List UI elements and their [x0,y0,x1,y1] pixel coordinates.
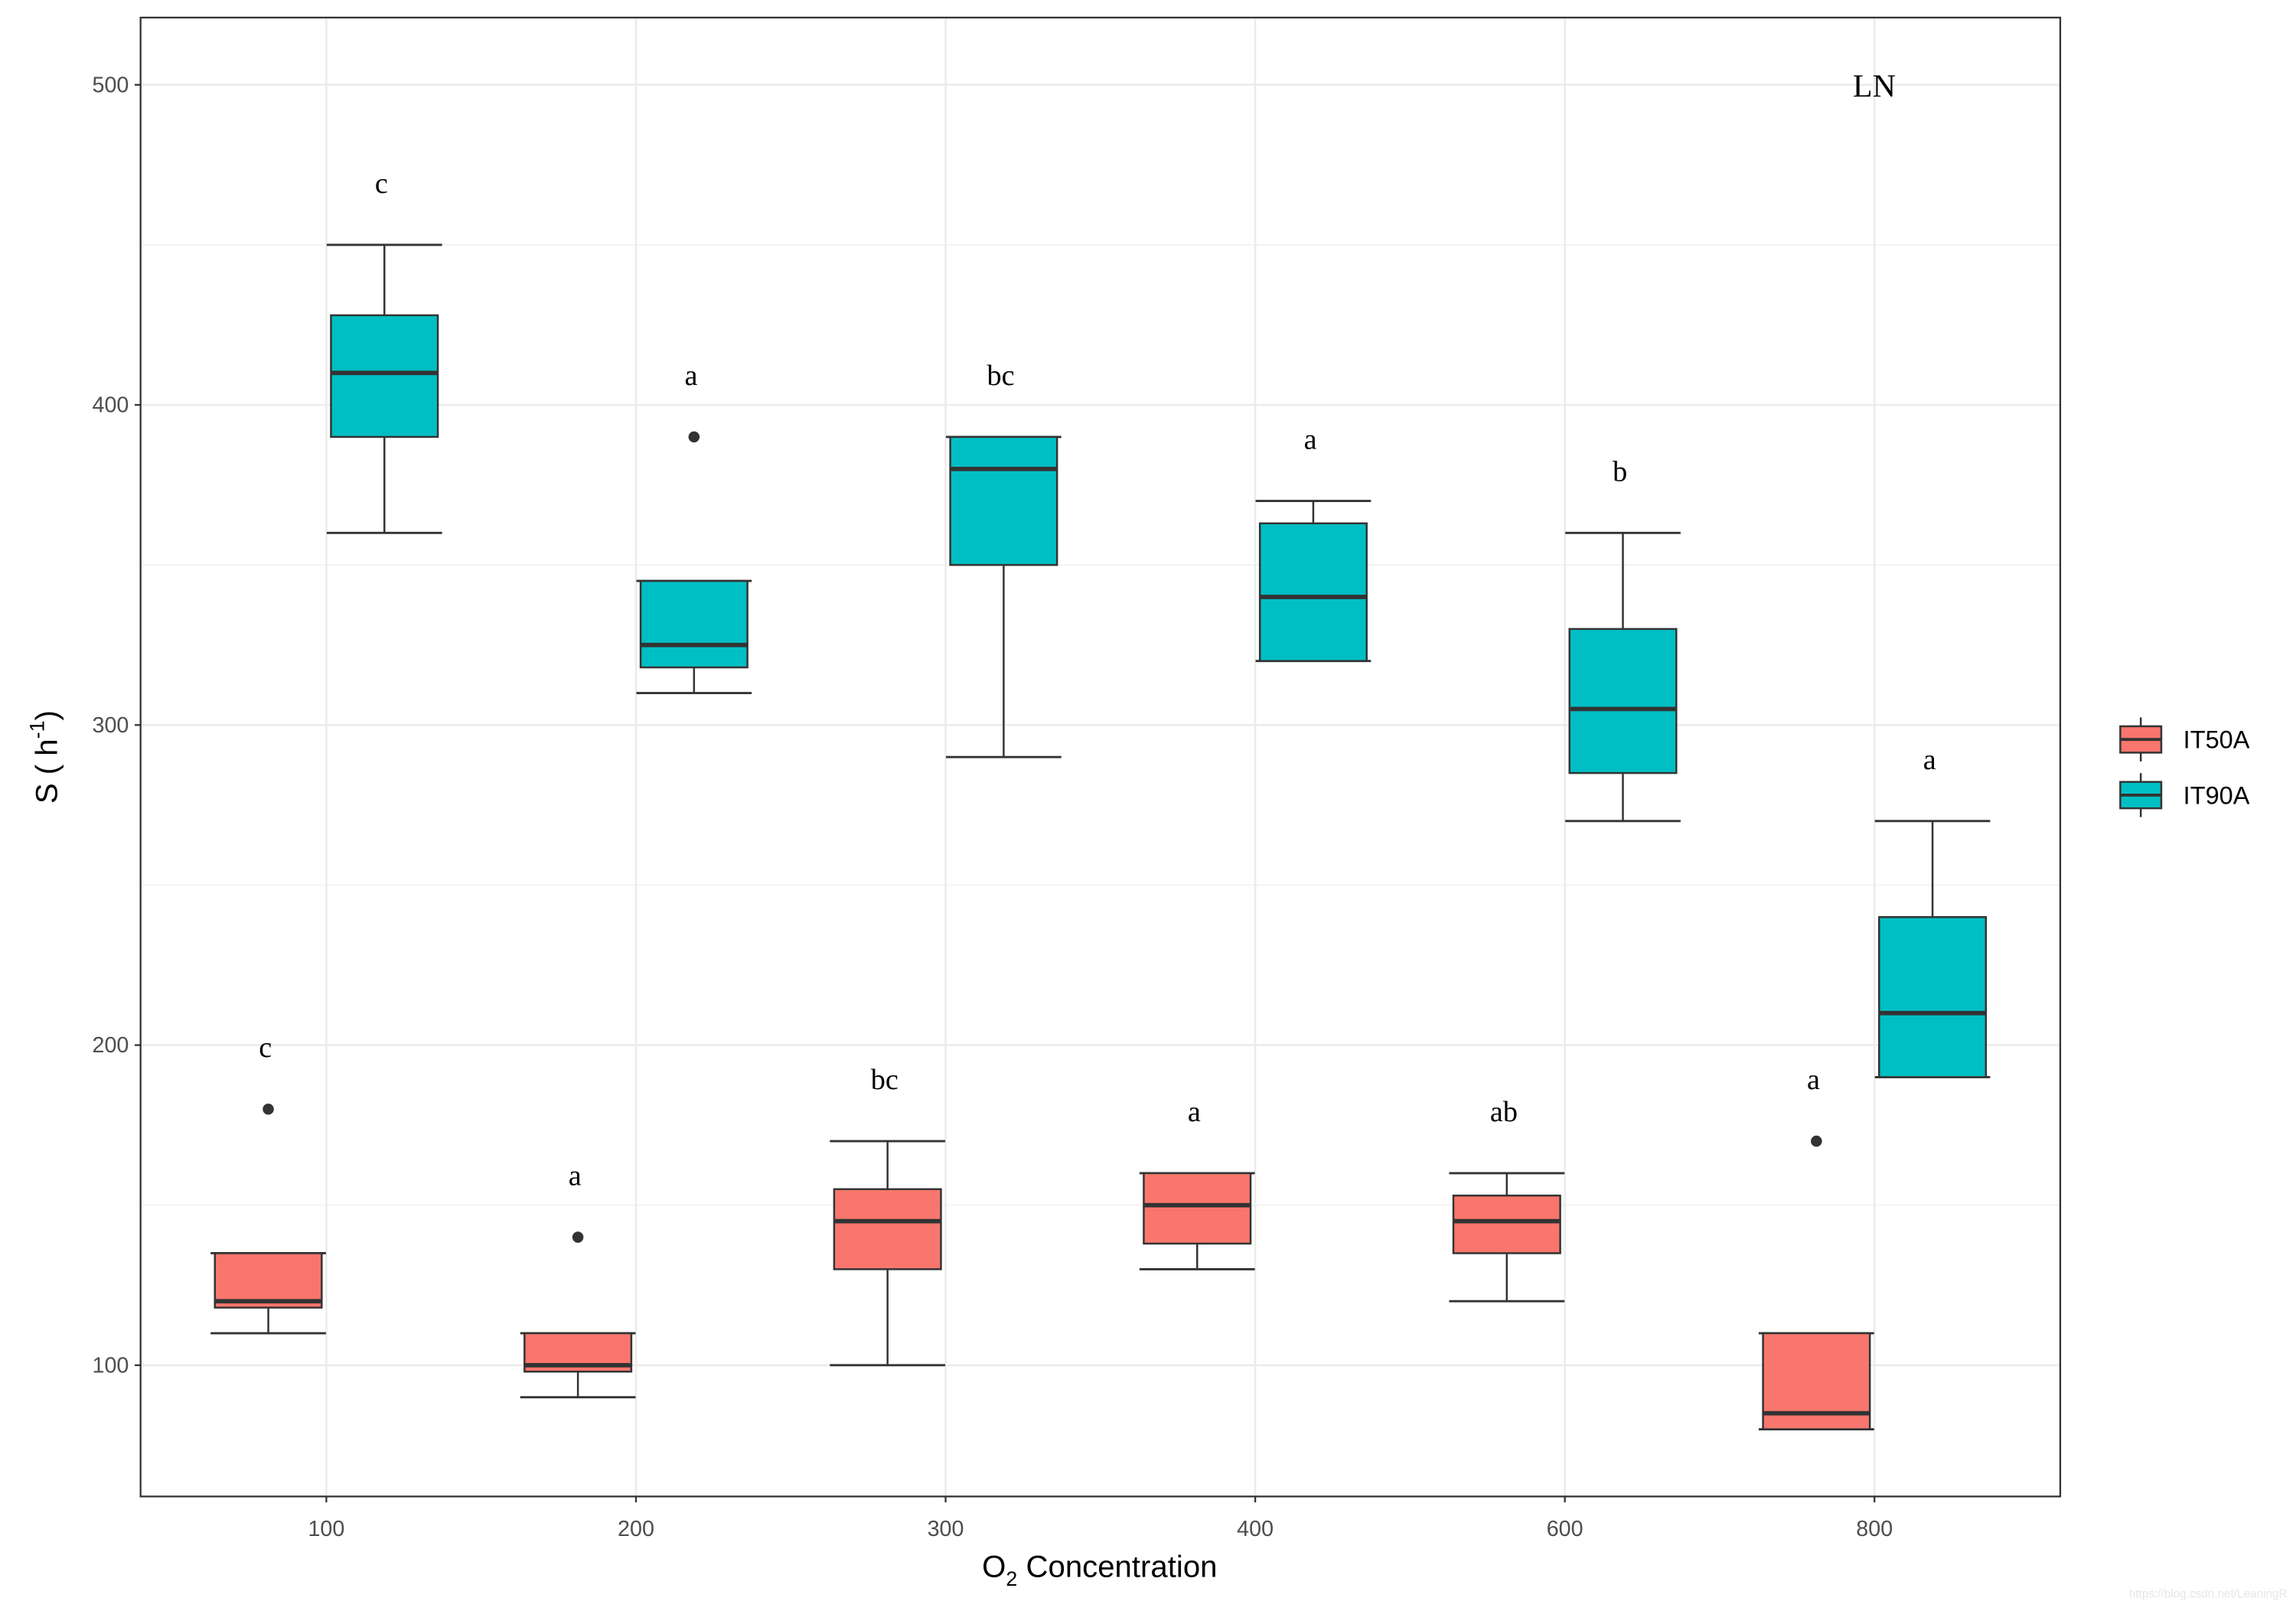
box-IT90A-300: bc [946,360,1062,758]
box-iqr [639,579,748,669]
significance-letter: a [569,1160,582,1192]
significance-letter: a [1923,744,1936,776]
x-tick-label: 600 [1547,1517,1583,1541]
box-iqr [949,435,1058,566]
outlier-point [572,1231,584,1243]
box-iqr [1452,1194,1561,1254]
box-iqr [1568,628,1678,775]
panel-border [139,16,2062,1498]
significance-letter: c [259,1032,272,1064]
significance-letter: b [1613,455,1627,488]
x-tick-label: 400 [1237,1517,1274,1541]
x-tick-label: 100 [308,1517,344,1541]
y-tick-label: 100 [92,1353,129,1378]
outlier-point [1811,1135,1822,1147]
x-axis-title: O2 Concentration [982,1550,1217,1590]
box-IT90A-600: b [1565,455,1681,823]
box-iqr [1143,1172,1252,1245]
y-tick-label: 200 [92,1033,129,1058]
grid [140,17,2060,1497]
significance-letter: a [1807,1064,1820,1096]
outlier-point [688,431,700,443]
watermark: https://blog.csdn.net/LeaningR [2129,1587,2288,1600]
box-iqr [1878,916,1988,1078]
box-iqr [214,1252,323,1309]
box-iqr [833,1188,942,1270]
box-iqr [330,314,439,439]
significance-letter: a [1188,1096,1201,1128]
x-tick-label: 200 [618,1517,654,1541]
significance-letter: bc [871,1064,899,1096]
box-IT50A-800: a [1759,1064,1874,1430]
box-IT50A-600: ab [1449,1096,1565,1303]
significance-letter: bc [987,360,1015,392]
panel-label: LN [1853,68,1896,104]
legend-item-IT50A: IT50A [2119,717,2250,761]
legend-label: IT90A [2183,781,2250,809]
y-tick-label: 500 [92,73,129,97]
box-IT50A-300: bc [830,1064,946,1367]
box-IT90A-100: c [326,168,442,534]
legend-label: IT50A [2183,726,2250,754]
x-tick-label: 300 [928,1517,964,1541]
box-IT90A-800: a [1874,744,1991,1078]
outlier-point [263,1103,274,1115]
box-IT50A-100: c [210,1032,326,1335]
legend: IT50A IT90A [2119,717,2250,817]
axes: 100 200 300 400 500 100 200 300 400 600 800 [92,73,1893,1541]
significance-letter: a [685,360,698,392]
legend-item-IT90A: IT90A [2119,773,2250,817]
box-IT90A-400: a [1255,424,1371,663]
significance-letter: a [1304,424,1317,456]
y-axis-title: S ( h-1) [25,710,64,804]
box-IT50A-200: a [520,1160,636,1399]
box-iqr [1258,522,1368,662]
box-IT50A-400: a [1139,1096,1255,1270]
x-tick-label: 800 [1856,1517,1893,1541]
significance-letter: ab [1490,1096,1518,1128]
box-IT90A-200: a [636,360,752,694]
y-tick-label: 300 [92,713,129,738]
y-tick-label: 400 [92,393,129,418]
significance-letter: c [375,168,388,200]
